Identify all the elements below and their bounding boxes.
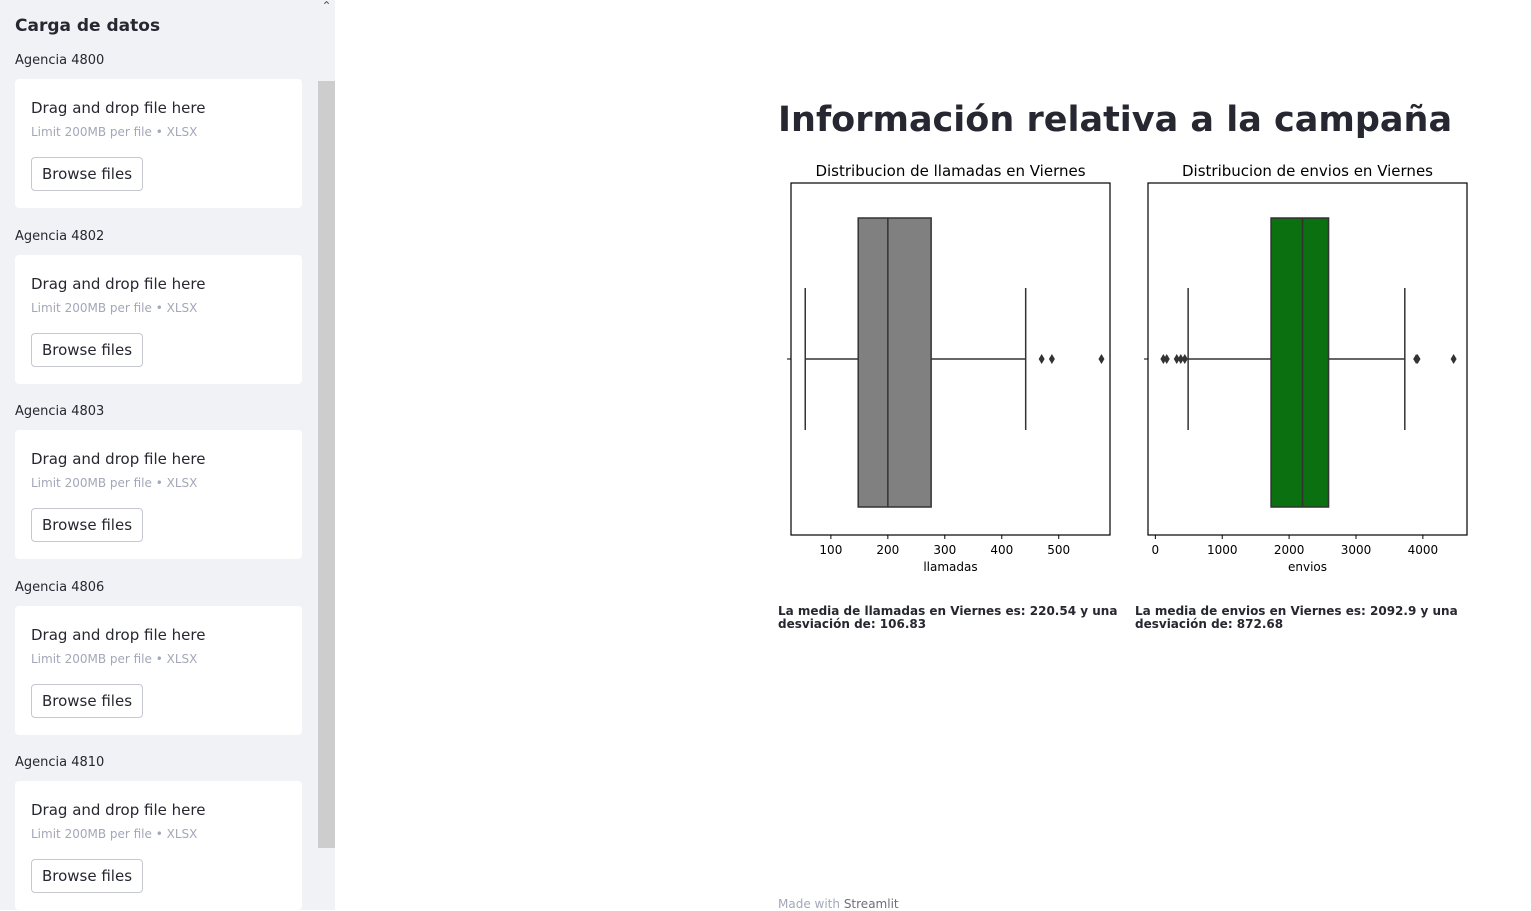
x-tick-label: 1000 [1207,543,1238,557]
iqr-box [1270,217,1330,508]
outlier-point [1038,354,1045,364]
chart-title: Distribucion de envios en Viernes [1182,162,1433,180]
dropzone-instructions: Drag and drop file here [31,275,206,293]
uploader-label: Agencia 4810 [15,755,105,770]
x-axis-label: envios [1288,560,1327,574]
charts-area: Distribucion de llamadas en Viernes 100 20… [787,162,1468,574]
x-tick-label: 4000 [1408,543,1439,557]
outlier-point [1181,354,1188,364]
dropzone-instructions: Drag and drop file here [31,626,206,644]
browse-files-button[interactable]: Browse files [31,157,143,191]
footer-prefix: Made with [778,897,840,911]
stat-llamadas: La media de llamadas en Viernes es: 220.… [778,604,1118,631]
browse-files-button[interactable]: Browse files [31,859,143,893]
outlier-point [1160,354,1167,364]
x-tick-label: 300 [933,543,956,557]
outlier-point [1450,354,1457,364]
chevron-up-icon[interactable]: ⌃ [321,0,332,13]
browse-files-button[interactable]: Browse files [31,684,143,718]
uploader-label: Agencia 4800 [15,53,105,68]
x-tick-label: 500 [1047,543,1070,557]
sidebar-scrollbar-thumb[interactable] [318,81,335,848]
file-dropzone[interactable]: Drag and drop file here Limit 200MB per f… [15,255,302,384]
dropzone-limit-text: Limit 200MB per file • XLSX [31,301,198,315]
dropzone-instructions: Drag and drop file here [31,801,206,819]
x-tick-label: 3000 [1341,543,1372,557]
outlier-point [1414,354,1421,364]
file-dropzone[interactable]: Drag and drop file here Limit 200MB per f… [15,79,302,208]
page-title: Información relativa a la campaña [778,100,1453,140]
x-tick-label: 0 [1152,543,1160,557]
x-tick-label: 200 [876,543,899,557]
file-dropzone[interactable]: Drag and drop file here Limit 200MB per f… [15,430,302,559]
browse-files-button[interactable]: Browse files [31,333,143,367]
sidebar-title: Carga de datos [15,16,161,36]
iqr-box [857,217,932,508]
sidebar: Carga de datos Agencia 4800 Drag and drop… [0,0,318,910]
x-axis-label: llamadas [923,560,977,574]
x-tick-label: 2000 [1274,543,1305,557]
file-dropzone[interactable]: Drag and drop file here Limit 200MB per f… [15,781,302,910]
uploader-label: Agencia 4803 [15,404,105,419]
dropzone-instructions: Drag and drop file here [31,450,206,468]
dropzone-limit-text: Limit 200MB per file • XLSX [31,125,198,139]
outlier-point [1048,354,1055,364]
dropzone-instructions: Drag and drop file here [31,99,206,117]
file-dropzone[interactable]: Drag and drop file here Limit 200MB per f… [15,606,302,735]
uploader-label: Agencia 4806 [15,580,105,595]
dropzone-limit-text: Limit 200MB per file • XLSX [31,827,198,841]
footer: Made with Streamlit [778,897,899,911]
dropzone-limit-text: Limit 200MB per file • XLSX [31,476,198,490]
outlier-point [1098,354,1105,364]
outlier-point [1177,354,1184,364]
dropzone-limit-text: Limit 200MB per file • XLSX [31,652,198,666]
outlier-point [1163,354,1170,364]
browse-files-button[interactable]: Browse files [31,508,143,542]
stat-envios: La media de envios en Viernes es: 2092.9… [1135,604,1458,631]
outlier-point [1173,354,1180,364]
streamlit-link[interactable]: Streamlit [843,897,899,911]
x-tick-label: 400 [990,543,1013,557]
uploader-label: Agencia 4802 [15,229,105,244]
x-tick-label: 100 [819,543,842,557]
chart-title: Distribucion de llamadas en Viernes [815,162,1085,180]
